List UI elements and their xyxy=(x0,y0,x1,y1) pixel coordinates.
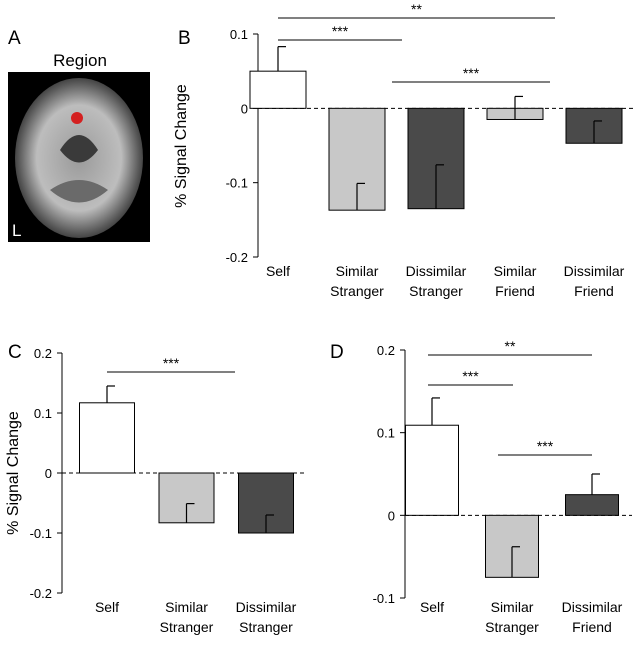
panel-letter: B xyxy=(178,28,191,49)
brain-ventricle xyxy=(60,135,98,163)
x-tick-label: Dissimilar Friend xyxy=(564,263,625,299)
brain-structure xyxy=(50,180,108,203)
significance-label: *** xyxy=(462,368,479,384)
x-tick-label: Self xyxy=(266,263,290,279)
y-tick-label: -0.1 xyxy=(373,591,395,606)
y-tick-label: 0.1 xyxy=(230,27,248,42)
y-tick-label: -0.1 xyxy=(30,526,52,541)
significance-label: *** xyxy=(463,65,480,81)
bar xyxy=(565,494,619,516)
bar xyxy=(249,70,307,109)
y-axis-label: % Signal Change xyxy=(5,411,22,535)
bar xyxy=(405,424,459,516)
x-tick-label: Similar Stranger xyxy=(160,599,214,635)
significance-label: ** xyxy=(411,1,422,17)
y-axis-label: % Signal Change xyxy=(173,84,190,208)
panel-letter: C xyxy=(8,342,22,363)
x-tick-label: Similar Friend xyxy=(494,263,537,299)
x-tick-label: Dissimilar Friend xyxy=(562,599,623,635)
bar xyxy=(79,402,135,474)
x-tick-label: Similar Stranger xyxy=(330,263,384,299)
x-tick-label: Similar Stranger xyxy=(485,599,539,635)
significance-label: ** xyxy=(505,338,516,354)
region-title: Region xyxy=(53,51,107,70)
y-tick-label: -0.2 xyxy=(226,250,248,265)
y-tick-label: -0.2 xyxy=(30,586,52,601)
panel-letter: D xyxy=(330,342,344,363)
x-tick-label: Self xyxy=(95,599,119,615)
significance-label: *** xyxy=(537,438,554,454)
panel-letter: A xyxy=(8,28,21,49)
y-tick-label: 0.1 xyxy=(34,406,52,421)
y-tick-label: 0 xyxy=(45,466,52,481)
y-tick-label: 0.1 xyxy=(377,426,395,441)
region-marker xyxy=(71,112,83,124)
y-tick-label: 0.2 xyxy=(34,346,52,361)
x-tick-label: Dissimilar Stranger xyxy=(236,599,297,635)
y-tick-label: 0.2 xyxy=(377,343,395,358)
y-tick-label: -0.1 xyxy=(226,176,248,191)
x-tick-label: Dissimilar Stranger xyxy=(406,263,467,299)
significance-label: *** xyxy=(332,23,349,39)
x-tick-label: Self xyxy=(420,599,444,615)
side-label: L xyxy=(12,221,21,240)
y-tick-label: 0 xyxy=(388,508,395,523)
significance-label: *** xyxy=(163,355,180,371)
y-tick-label: 0 xyxy=(241,101,248,116)
